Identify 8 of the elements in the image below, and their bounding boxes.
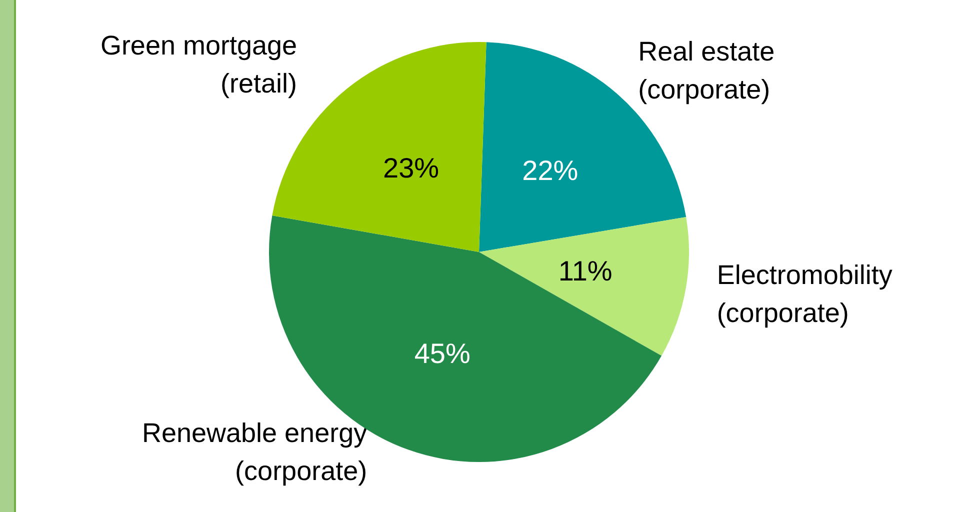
slice-label: Renewable energy (corporate) <box>142 418 368 486</box>
data-label: 45% <box>414 338 470 370</box>
data-label: 23% <box>383 152 440 184</box>
slice-label: Green mortgage (retail) <box>100 30 298 98</box>
slice-label: Electromobility (corporate) <box>716 260 893 328</box>
data-label: 11% <box>558 255 612 286</box>
slice-label: Real estate (corporate) <box>638 36 775 104</box>
data-label: 22% <box>522 155 578 186</box>
